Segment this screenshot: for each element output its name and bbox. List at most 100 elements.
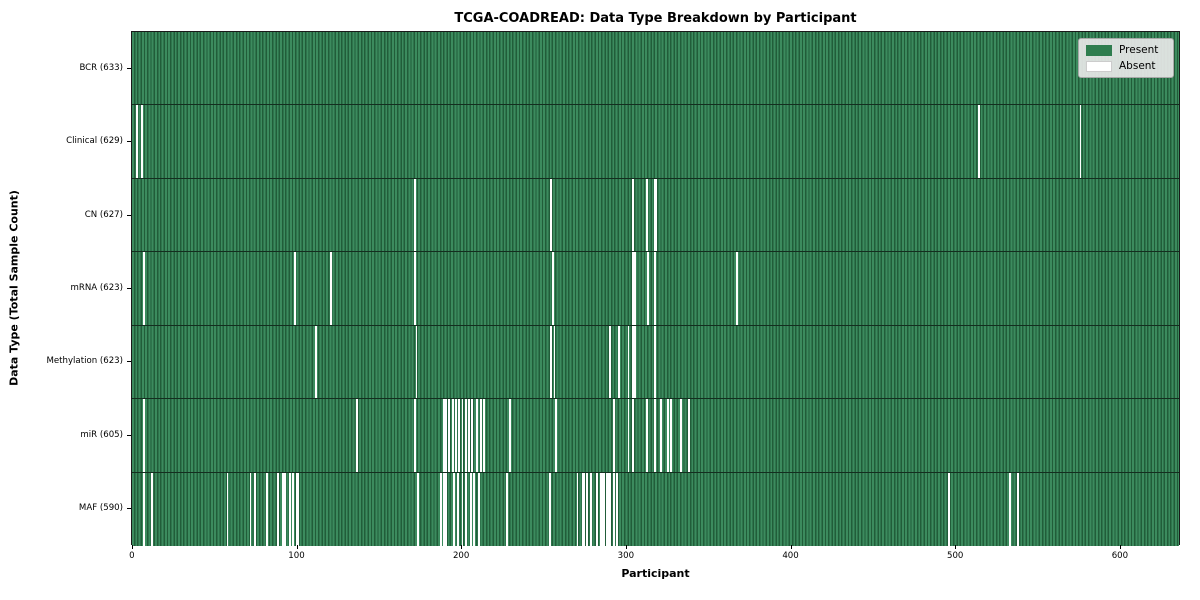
absent-stripe [448,399,451,472]
absent-stripe [509,399,512,472]
absent-stripe [413,178,416,252]
absent-stripe [653,325,656,399]
legend-absent-label: Absent [1119,60,1156,72]
absent-stripe [295,472,298,546]
absent-stripe [602,472,605,546]
absent-stripe [150,472,153,546]
absent-stripe [461,472,464,546]
absent-stripe [609,325,612,399]
absent-stripe [443,399,446,472]
heatmap-row-mir [132,399,1179,473]
absent-stripe [553,325,556,399]
x-tick-mark [625,545,627,549]
absent-stripe [454,399,457,472]
y-tick-mark [127,214,131,216]
absent-stripe [1079,105,1082,178]
absent-stripe [476,399,479,472]
x-tick-label: 200 [452,551,470,561]
absent-stripe [445,399,447,472]
y-tick-mark [127,434,131,436]
heatmap-row-cn [132,178,1179,253]
absent-stripe [254,472,257,546]
plot-area [131,31,1180,546]
absent-stripe [282,472,285,546]
y-tick-mark [127,67,131,69]
absent-stripe [634,325,637,399]
absent-stripe [601,472,604,546]
absent-stripe [653,178,656,252]
absent-stripe [473,472,475,546]
absent-stripe [609,472,612,546]
x-tick-mark [296,545,298,549]
absent-stripe [330,252,332,325]
absent-stripe [653,252,656,325]
absent-stripe [464,399,467,472]
absent-stripe [653,399,656,472]
x-tick-label: 300 [617,551,635,561]
x-tick-mark [955,545,957,549]
y-tick-mark [127,361,131,363]
absent-stripe [356,399,359,472]
absent-stripe [599,472,602,546]
absent-stripe [297,472,300,546]
x-tick-mark [790,545,792,549]
x-tick-mark [131,545,133,549]
absent-stripe [443,472,446,546]
y-tick-label-maf: MAF (590) [78,503,123,514]
absent-stripe [482,399,485,472]
absent-stripe [581,472,584,546]
x-tick-label: 400 [782,551,799,561]
absent-stripe [471,399,474,472]
absent-stripe [440,472,443,546]
absent-stripe [505,472,508,546]
x-tick-label: 600 [1111,551,1129,561]
absent-stripe [142,472,145,546]
y-tick-mark [127,141,131,143]
absent-stripe [632,399,635,472]
absent-stripe [612,399,615,472]
absent-stripe [632,252,635,325]
heatmap-row-bcr [132,32,1179,106]
absent-stripe [415,325,418,399]
absent-stripe [632,325,635,399]
y-tick-label-methylation: Methylation (623) [46,356,123,367]
absent-stripe [736,252,738,325]
legend: Present Absent [1078,38,1174,78]
absent-stripe [607,472,610,546]
absent-stripe [645,399,648,472]
absent-stripe [277,472,280,546]
absent-stripe [645,178,648,252]
heatmap-row-mrna [132,252,1179,326]
absent-stripe [249,472,252,546]
absent-stripe [417,472,420,546]
absent-stripe [458,399,461,472]
absent-stripe [226,472,229,546]
absent-stripe [548,472,551,546]
absent-stripe [453,472,456,546]
absent-stripe [464,472,467,546]
absent-stripe [1017,472,1019,546]
absent-stripe [670,399,673,472]
legend-present-label: Present [1119,44,1159,56]
y-tick-label-mir: miR (605) [80,429,123,440]
absent-stripe [413,252,416,325]
x-tick-label: 0 [129,551,135,561]
chart-title: TCGA-COADREAD: Data Type Breakdown by Pa… [454,11,857,26]
absent-stripe [451,399,454,472]
absent-stripe [596,472,599,546]
legend-entry-absent: Absent [1086,60,1165,72]
legend-entry-present: Present [1086,44,1165,56]
present-swatch-icon [1086,44,1112,56]
absent-stripe [680,399,683,472]
absent-stripe [634,252,637,325]
absent-stripe [551,252,554,325]
absent-stripe [688,399,691,472]
absent-stripe [445,472,447,546]
absent-stripe [136,105,138,178]
absent-stripe [617,325,620,399]
absent-stripe [627,325,630,399]
heatmap-row-clinical [132,105,1179,179]
absent-stripe [468,399,470,472]
absent-stripe [612,472,615,546]
y-tick-mark [127,288,131,289]
